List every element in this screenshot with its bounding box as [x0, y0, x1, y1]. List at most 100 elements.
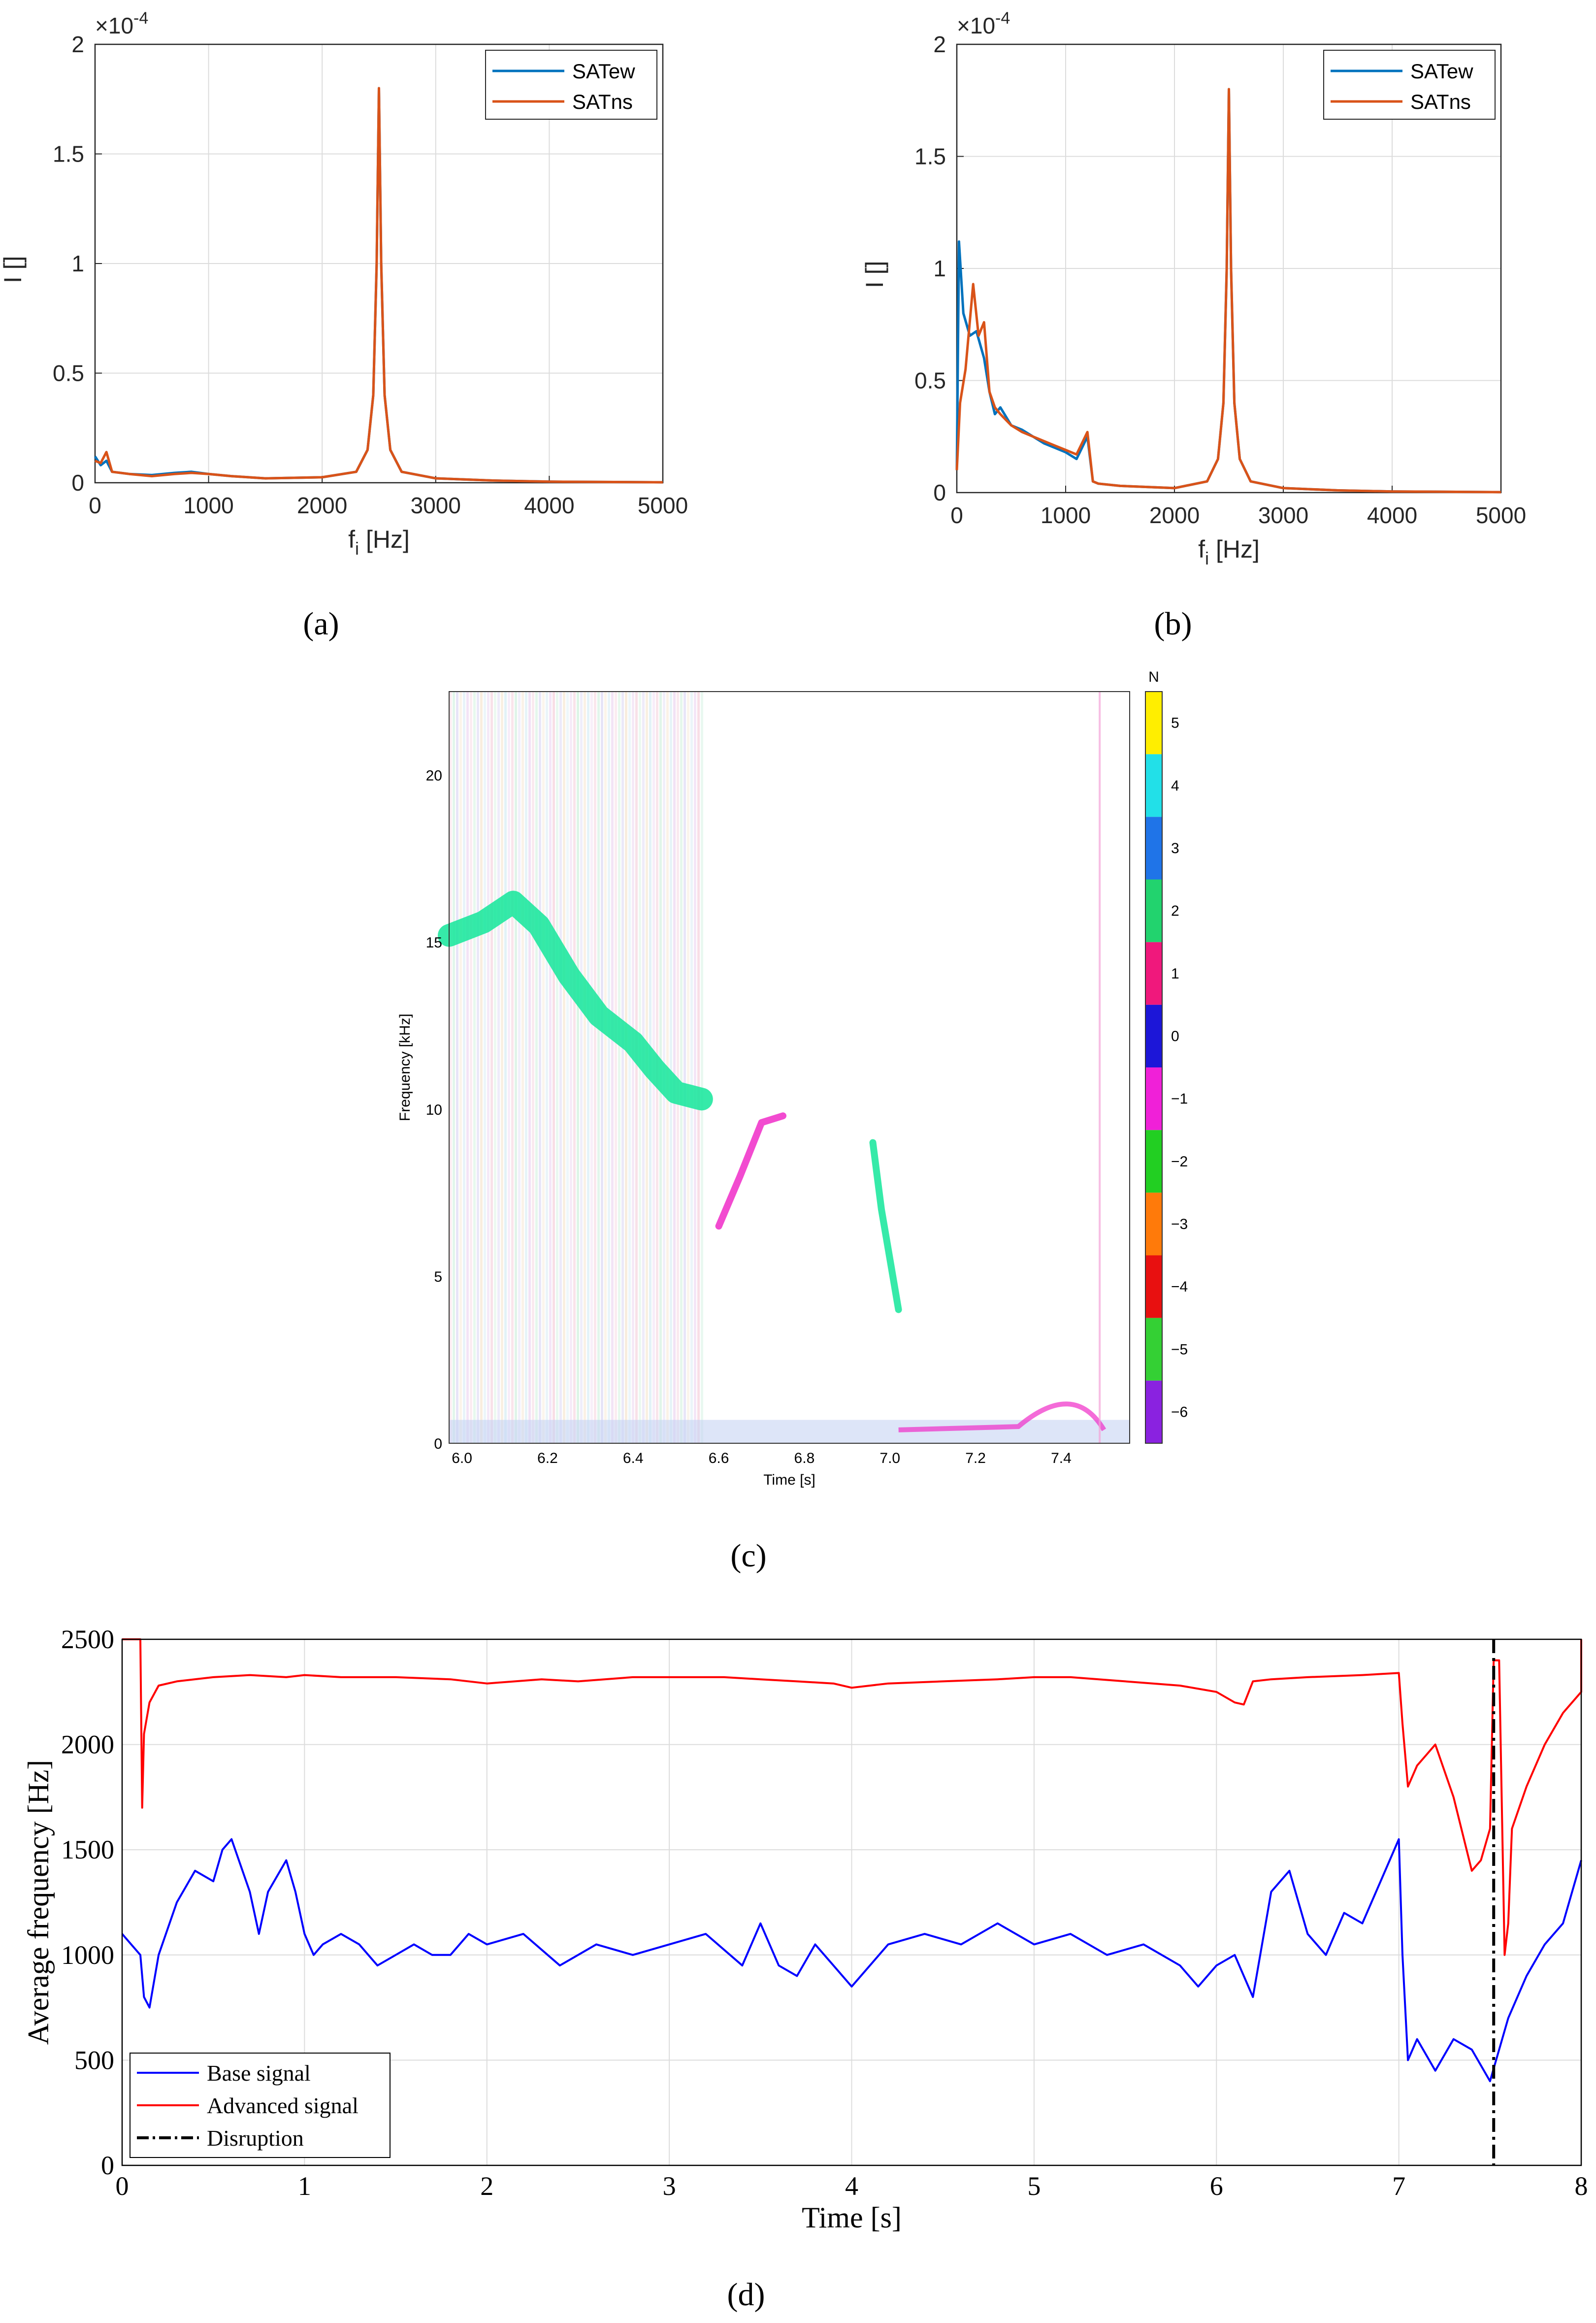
- c-colorbar-segment: [1145, 1004, 1162, 1067]
- c-colorbar-tick: −5: [1171, 1341, 1188, 1358]
- c-noise-column: [521, 692, 524, 1443]
- c-noise-column: [570, 692, 572, 1443]
- c-ytick-label: 0: [434, 1436, 442, 1452]
- c-trace-green-late: [869, 1139, 902, 1313]
- d-xlabel: Time [s]: [802, 2201, 902, 2234]
- c-noise-column: [511, 692, 514, 1443]
- c-low-band: [449, 1420, 1130, 1443]
- a-axes-box: [94, 43, 664, 484]
- c-axes-box: [449, 691, 1130, 1444]
- c-colorbar-segment: [1145, 754, 1162, 817]
- c-noise-column: [470, 692, 472, 1443]
- b-xtick-label: 4000: [1367, 502, 1417, 528]
- c-colorbar-title: N: [1148, 669, 1159, 685]
- c-colorbar-tick: 2: [1171, 903, 1179, 919]
- c-noise-column: [635, 692, 638, 1443]
- chart-a: 0 1000 2000 3000 4000 5000 0 0.5 1 1.5 2 ×10-4 fi [H…: [0, 9, 688, 559]
- c-xtick-label: 7.0: [879, 1450, 900, 1466]
- c-trace-green-mode: [438, 891, 713, 1111]
- c-noise-column: [542, 692, 545, 1443]
- b-xtick-label: 1000: [1041, 502, 1091, 528]
- b-ytick-label: 1.5: [914, 144, 946, 169]
- d-series-advanced-signal: [122, 1638, 1582, 1956]
- c-noise-column: [549, 692, 552, 1443]
- c-noise-column: [680, 692, 683, 1443]
- b-ytick-label: 0.5: [914, 368, 946, 394]
- c-noise-column: [694, 692, 696, 1443]
- c-colorbar-segment: [1145, 1255, 1162, 1318]
- c-noise-column: [494, 692, 496, 1443]
- c-ylabel: Frequency [kHz]: [397, 1014, 413, 1121]
- b-ytick-label: 0: [933, 480, 946, 505]
- c-noise-column: [528, 692, 531, 1443]
- c-noise-column: [594, 692, 596, 1443]
- c-noise-column: [508, 692, 510, 1443]
- c-noise-column: [556, 692, 558, 1443]
- c-ytick-label: 20: [426, 768, 442, 784]
- d-legend-label: Disruption: [207, 2125, 304, 2151]
- b-exponent-label: ×10-4: [957, 9, 1010, 38]
- c-colorbar-segment: [1145, 817, 1162, 880]
- a-legend-box: [485, 50, 657, 120]
- b-ylabel: I []: [861, 261, 888, 288]
- d-xtick-label: 6: [1210, 2171, 1223, 2201]
- c-ytick-label: 15: [426, 935, 442, 951]
- a-exponent-label: ×10-4: [95, 9, 148, 38]
- a-legend-label: SATns: [572, 90, 633, 113]
- chart-d: 0 1 2 3 4 5 6 7 8 0 500 1000 1500 2000 2500 Time [s] Ave…: [22, 1625, 1588, 2234]
- c-noise-column: [690, 692, 693, 1443]
- c-colorbar-segment: [1145, 1193, 1162, 1256]
- c-noise-column: [563, 692, 565, 1443]
- c-noise-column: [532, 692, 534, 1443]
- c-noise-column: [497, 692, 500, 1443]
- c-xtick-label: 6.2: [537, 1450, 558, 1466]
- d-ytick-label: 1000: [61, 1940, 114, 1970]
- c-trace-late-magenta: [898, 1401, 1107, 1432]
- a-ylabel: I []: [0, 256, 27, 283]
- d-xtick-label: 3: [663, 2171, 676, 2201]
- c-noise-column: [504, 692, 507, 1443]
- d-ytick-label: 0: [101, 2151, 114, 2180]
- a-xtick-label: 5000: [638, 493, 688, 518]
- d-legend-label: Base signal: [207, 2060, 311, 2086]
- d-xtick-label: 8: [1575, 2171, 1588, 2201]
- c-colorbar-tick: 3: [1171, 840, 1179, 857]
- c-plot-area: [449, 692, 1130, 1443]
- b-xtick-label: 5000: [1476, 502, 1526, 528]
- c-colorbar-tick: −4: [1171, 1279, 1188, 1295]
- c-noise-column: [621, 692, 624, 1443]
- panel-label-b: (b): [1154, 606, 1192, 642]
- c-noise-column: [611, 692, 614, 1443]
- c-noise-column: [518, 692, 521, 1443]
- c-noise-column: [539, 692, 541, 1443]
- c-noise-column: [625, 692, 627, 1443]
- c-colorbar-tick: −3: [1171, 1216, 1188, 1232]
- c-noise-column: [584, 692, 586, 1443]
- c-noise-column: [477, 692, 479, 1443]
- c-noise-column: [515, 692, 517, 1443]
- c-colorbar-tick: 1: [1171, 965, 1179, 982]
- d-xtick-label: 1: [298, 2171, 311, 2201]
- c-noise-column: [501, 692, 503, 1443]
- c-colorbar-box: [1145, 691, 1163, 1444]
- c-noise-column: [577, 692, 579, 1443]
- c-colorbar-segment: [1145, 1318, 1162, 1381]
- c-noise-column: [687, 692, 689, 1443]
- c-colorbar-tick: −2: [1171, 1154, 1188, 1170]
- c-colorbar-segment: [1145, 942, 1162, 1005]
- c-noise-column: [618, 692, 620, 1443]
- a-xtick-label: 1000: [183, 493, 233, 518]
- d-ytick-label: 1500: [61, 1835, 114, 1864]
- c-noise-column: [573, 692, 576, 1443]
- c-noise-column: [453, 692, 455, 1443]
- d-xtick-label: 5: [1027, 2171, 1041, 2201]
- b-legend-label: SATns: [1410, 90, 1471, 113]
- c-noise-column: [456, 692, 458, 1443]
- c-noise-column: [487, 692, 489, 1443]
- b-ytick-label: 2: [933, 32, 946, 57]
- chart-b: 0 1000 2000 3000 4000 5000 0 0.5 1 1.5 2 ×10-4 fi [H…: [861, 9, 1526, 568]
- d-ytick-label: 500: [74, 2045, 114, 2075]
- c-noise-column: [632, 692, 634, 1443]
- c-colorbar-tick: −6: [1171, 1404, 1188, 1420]
